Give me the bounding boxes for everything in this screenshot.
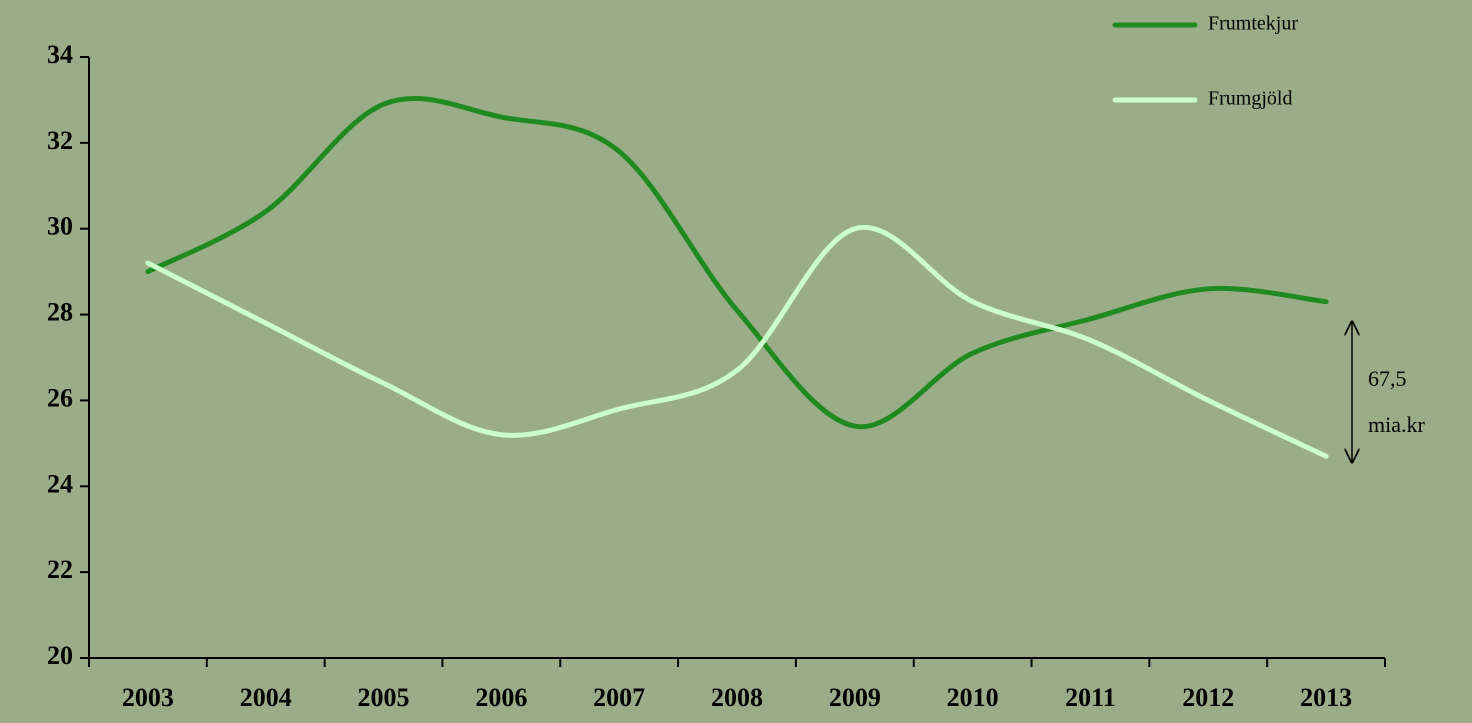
- legend-label: Frumgjöld: [1208, 88, 1292, 110]
- x-tick-label: 2012: [1182, 683, 1234, 712]
- y-tick-label: 32: [47, 126, 73, 155]
- y-tick-label: 24: [47, 469, 73, 498]
- x-tick-label: 2008: [711, 683, 763, 712]
- x-tick-label: 2007: [593, 683, 645, 712]
- series-line: [145, 224, 1329, 459]
- x-tick-label: 2013: [1300, 683, 1352, 712]
- x-tick-label: 2004: [240, 683, 292, 712]
- annotation: mia.kr: [1368, 412, 1425, 437]
- x-tick-label: 2006: [475, 683, 527, 712]
- y-tick-label: 30: [47, 212, 73, 241]
- y-tick-label: 28: [47, 298, 73, 327]
- y-tick-label: 20: [47, 641, 73, 670]
- x-tick-label: 2009: [829, 683, 881, 712]
- x-tick-label: 2010: [947, 683, 999, 712]
- y-tick-label: 22: [47, 555, 73, 584]
- x-tick-label: 2005: [358, 683, 410, 712]
- x-tick-label: 2003: [122, 683, 174, 712]
- x-tick-label: 2011: [1065, 683, 1116, 712]
- y-tick-label: 26: [47, 383, 73, 412]
- series-line: [145, 95, 1329, 430]
- y-tick-label: 34: [47, 40, 73, 69]
- annotation: 67,5: [1368, 366, 1407, 391]
- legend-label: Frumtekjur: [1208, 13, 1298, 35]
